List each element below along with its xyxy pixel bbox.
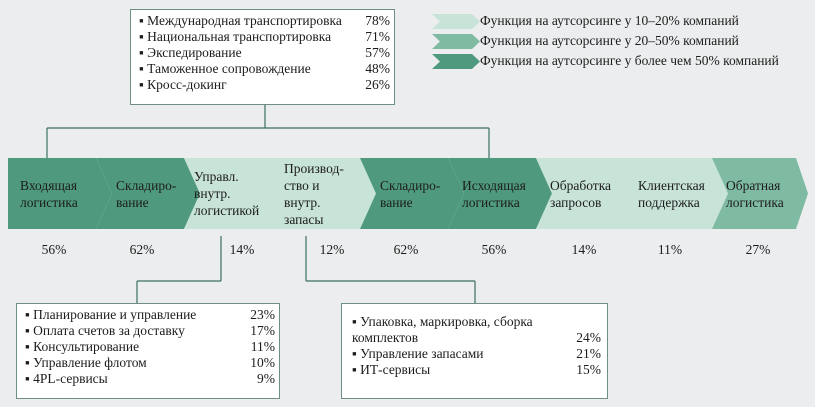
- chain-percent: 56%: [481, 242, 507, 257]
- list-item: ▪ Управление запасами 21%: [352, 346, 601, 361]
- chain-step-warehousing-1: Складиро-вание: [96, 158, 200, 229]
- chain-percent: 62%: [393, 242, 419, 257]
- chain-step-label: Клиентская поддержка: [638, 177, 705, 210]
- chain-percent: 14%: [571, 242, 597, 257]
- production-functions-box: ▪ Упаковка, маркировка, сборка комплекто…: [341, 303, 608, 399]
- legend-swatch: [432, 14, 480, 29]
- list-item: ▪ Кросс-докинг 26%: [139, 77, 390, 92]
- chain-percent: 11%: [657, 242, 683, 257]
- list-item: ▪ Оплата счетов за доставку 17%: [25, 323, 275, 338]
- chain-step-outbound: Исходящая логистика: [448, 158, 552, 229]
- legend-swatch: [432, 34, 480, 49]
- chain-step-order-processing: Обработка запросов: [536, 158, 640, 229]
- chain-step-label: Входящая логистика: [20, 177, 78, 210]
- list-item: ▪ Планирование и управление 23%: [25, 307, 275, 322]
- top-functions-box: ▪ Международная транспортировка 78% ▪ Нац…: [130, 9, 395, 105]
- chain-step-label: Складиро-вание: [116, 177, 177, 210]
- internal-logistics-functions-box: ▪ Планирование и управление 23% ▪ Оплата …: [16, 303, 280, 399]
- chain-step-label: Исходящая логистика: [462, 177, 526, 210]
- chain-step-label: Складиро-вание: [380, 177, 441, 210]
- list-item: ▪ Таможенное сопровождение 48%: [139, 61, 390, 76]
- list-item: ▪ 4PL-сервисы 9%: [25, 371, 275, 386]
- chain-step-label: Производ-ство и внутр. запасы: [284, 160, 344, 227]
- list-item: ▪ Управление флотом 10%: [25, 355, 275, 370]
- chain-percent: 56%: [41, 242, 67, 257]
- chain-step-production: Производ-ство и внутр. запасы: [272, 158, 376, 229]
- chain-step-customer-support: Клиентская поддержка: [624, 158, 728, 229]
- chain-percent: 27%: [745, 242, 771, 257]
- list-item: ▪ ИТ-сервисы 15%: [352, 362, 601, 377]
- chain-percent: 12%: [319, 242, 345, 257]
- chain-step-label: Обработка запросов: [550, 177, 612, 210]
- legend-swatch: [432, 54, 480, 69]
- chain-step-label: Управл. внутр. логистикой: [194, 169, 260, 218]
- list-item: ▪ Упаковка, маркировка, сборка комплекто…: [352, 314, 601, 345]
- chain-step-internal-logistics: Управл. внутр. логистикой: [184, 158, 288, 229]
- list-item: ▪ Национальная транспортировка 71%: [139, 29, 390, 44]
- list-item: ▪ Консультирование 11%: [25, 339, 275, 354]
- list-item: ▪ Международная транспортировка 78%: [139, 13, 390, 28]
- chain-percent: 62%: [129, 242, 155, 257]
- chain-percent: 14%: [229, 242, 255, 257]
- chain-step-label: Обратная логистика: [726, 177, 784, 210]
- chain-step-warehousing-2: Складиро-вание: [360, 158, 464, 229]
- chain-step-reverse-logistics: Обратная логистика: [712, 158, 808, 229]
- chain-step-inbound: Входящая логистика: [8, 158, 112, 229]
- list-item: ▪ Экспедирование 57%: [139, 45, 390, 60]
